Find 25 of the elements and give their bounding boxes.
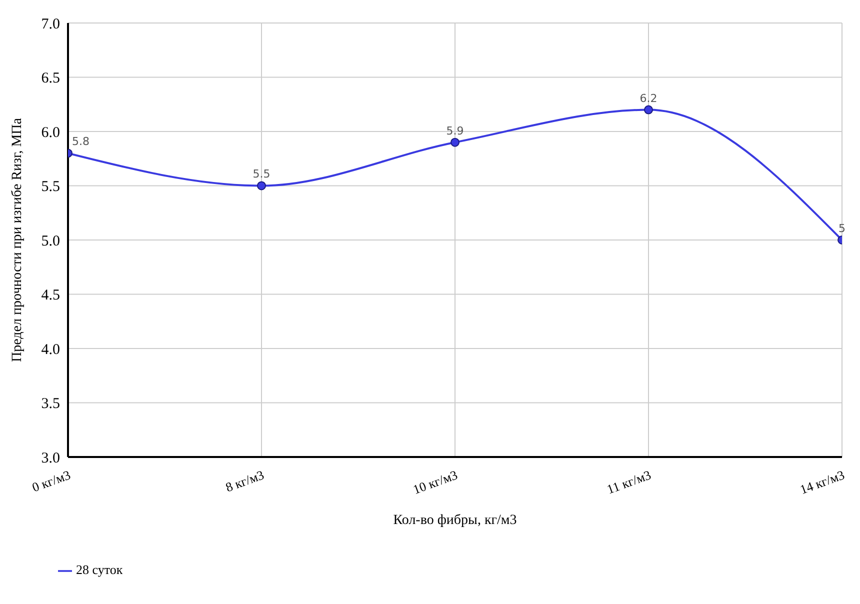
point xyxy=(257,181,266,190)
data-label: 5.8 xyxy=(72,135,90,148)
x-tick-label: 8 кг/м3 xyxy=(223,467,266,495)
y-axis-title: Предел прочности при изгибе Rизг, МПа xyxy=(10,117,25,362)
x-tick-label: 11 кг/м3 xyxy=(604,467,653,497)
y-tick-label: 6.5 xyxy=(41,70,60,87)
legend-label: 28 суток xyxy=(76,562,123,577)
x-tick-label: 14 кг/м3 xyxy=(798,467,846,498)
y-tick-label: 3.5 xyxy=(41,396,60,412)
y-tick-label: 4.0 xyxy=(41,342,60,358)
x-axis-title: Кол-во фибры, кг/м3 xyxy=(393,512,517,528)
y-tick-label: 3.0 xyxy=(41,450,60,466)
x-tick-label: 0 кг/м3 xyxy=(30,467,72,495)
data-label: 5 xyxy=(838,222,846,235)
y-tick-label: 5.0 xyxy=(41,233,60,250)
point xyxy=(450,138,460,147)
data-label: 6.2 xyxy=(640,92,658,105)
y-tick-label: 7.0 xyxy=(41,16,60,32)
x-tick-label: 10 кг/м3 xyxy=(410,467,460,498)
y-tick-label: 6.0 xyxy=(41,124,60,141)
y-tick-label: 4.5 xyxy=(41,288,60,304)
point xyxy=(644,105,653,114)
data-label: 5.5 xyxy=(252,168,270,181)
data-label: 5.9 xyxy=(446,124,464,138)
y-tick-label: 5.5 xyxy=(41,179,60,196)
